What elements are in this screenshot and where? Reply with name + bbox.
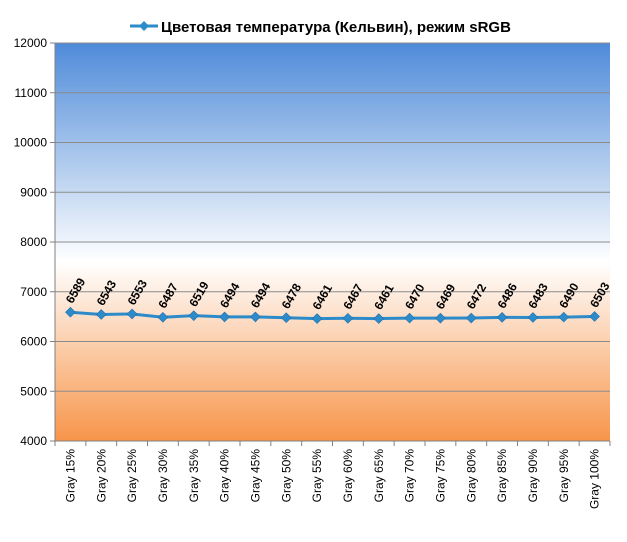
x-tick-label: Gray 70% <box>403 449 417 503</box>
x-tick-label: Gray 20% <box>94 449 108 503</box>
data-point <box>188 310 200 321</box>
x-tick-label: Gray 25% <box>125 449 139 503</box>
data-point <box>404 312 415 324</box>
data-point <box>435 312 446 324</box>
y-tick-label: 9000 <box>20 185 47 199</box>
x-tick-label: Gray 85% <box>495 449 509 503</box>
x-tick-label: Gray 30% <box>156 449 170 503</box>
x-tick-label: Gray 75% <box>433 449 447 503</box>
x-tick-label: Gray 95% <box>557 449 571 503</box>
data-point <box>527 312 539 323</box>
x-tick-label: Gray 45% <box>248 449 262 503</box>
x-tick-label: Gray 60% <box>341 449 355 503</box>
legend: Цветовая температура (Кельвин), режим sR… <box>130 19 511 36</box>
x-tick-label: Gray 55% <box>310 449 324 503</box>
grid-lines <box>55 42 610 392</box>
data-point <box>558 311 570 323</box>
data-point <box>342 312 354 324</box>
series <box>65 306 600 324</box>
y-tick-label: 8000 <box>20 235 47 249</box>
data-point <box>65 306 76 318</box>
x-tick-label: Gray 100% <box>588 449 602 509</box>
axes: 4000 5000 6000 7000 8000 9000 10000 11000 12000 G… <box>14 36 611 509</box>
data-point <box>311 313 323 324</box>
y-tick-label: 7000 <box>20 285 47 299</box>
data-point <box>496 312 508 323</box>
y-tick-label: 10000 <box>14 136 48 150</box>
x-tick-label: Gray 80% <box>464 449 478 503</box>
x-tick-label: Gray 90% <box>526 449 540 503</box>
data-point <box>95 309 107 320</box>
legend-diamond-marker <box>139 21 149 31</box>
y-tick-label: 4000 <box>20 434 47 448</box>
y-tick-label: 12000 <box>14 36 48 50</box>
data-point <box>589 311 600 322</box>
y-tick-label: 5000 <box>20 384 47 398</box>
x-tick-label: Gray 50% <box>279 449 293 503</box>
chart-title: Цветовая температура (Кельвин), режим sR… <box>161 19 511 36</box>
x-tick-label: Gray 35% <box>187 449 201 503</box>
x-tick-label: Gray 40% <box>218 449 232 503</box>
y-tick-label: 6000 <box>20 335 47 349</box>
data-point <box>250 311 261 323</box>
x-tick-label: Gray 15% <box>63 449 77 503</box>
data-point <box>373 313 385 324</box>
data-point <box>219 311 230 323</box>
x-tick-label: Gray 65% <box>372 449 386 503</box>
y-tick-label: 11000 <box>15 86 48 100</box>
data-point <box>157 311 169 323</box>
data-point <box>465 312 477 324</box>
data-point <box>280 312 292 324</box>
data-point <box>126 308 138 320</box>
